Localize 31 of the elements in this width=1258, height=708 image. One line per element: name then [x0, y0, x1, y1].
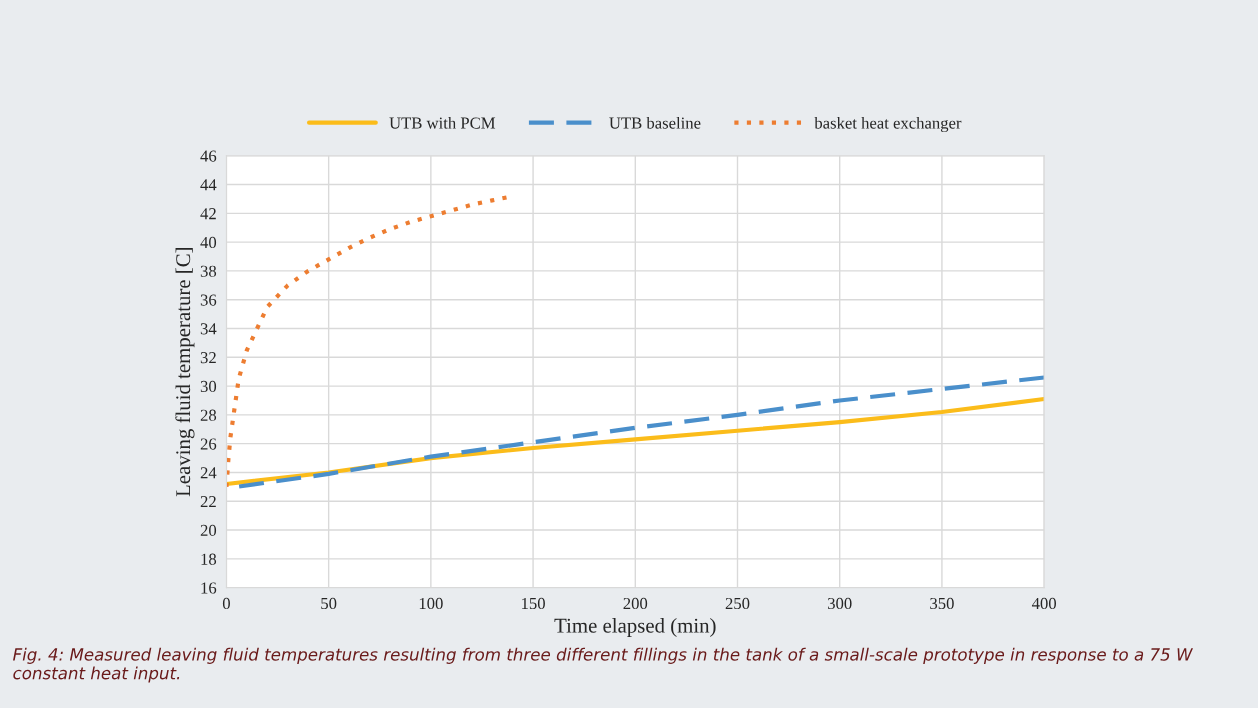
x-tick-label: 350	[930, 597, 954, 610]
y-tick-label: 36	[200, 294, 217, 306]
y-tick-label: 16	[201, 582, 217, 594]
x-tick-label: 100	[419, 597, 443, 610]
y-tick-label: 22	[200, 496, 216, 508]
y-tick-label: 38	[200, 265, 217, 277]
x-tick-label: 0	[222, 597, 230, 610]
y-tick-label: 28	[200, 409, 217, 421]
legend-label: UTB baseline	[609, 116, 701, 129]
x-tick-label: 400	[1031, 597, 1056, 610]
y-tick-label: 34	[200, 323, 217, 335]
y-tick-label: 44	[200, 179, 217, 191]
y-tick-label: 30	[200, 380, 217, 393]
y-tick-label: 18	[201, 553, 217, 565]
x-tick-label: 300	[828, 597, 852, 610]
y-tick-label: 42	[200, 208, 216, 220]
y-tick-label: 46	[200, 150, 217, 162]
legend-label: UTB with PCM	[389, 116, 496, 129]
x-tick-label: 250	[725, 597, 750, 610]
x-axis-title: Time elapsed (min)	[554, 618, 716, 637]
x-tick-label: 150	[522, 597, 545, 610]
y-tick-label: 26	[200, 438, 217, 450]
x-tick-label: 200	[623, 597, 648, 610]
y-axis-title: Leaving fluid temperature [C]	[175, 248, 195, 497]
x-tick-label: 50	[321, 597, 337, 610]
legend-label: basket heat exchanger	[814, 116, 962, 133]
caption: Fig. 4: Measured leaving fluid temperatures resulting from three different fillings in the tank of a small-scale prototype in response to a 75 W constant heat input.	[13, 647, 1193, 683]
y-tick-label: 40	[200, 236, 217, 249]
y-tick-label: 32	[200, 352, 216, 364]
y-tick-label: 24	[200, 467, 217, 479]
y-tick-label: 20	[200, 524, 217, 536]
